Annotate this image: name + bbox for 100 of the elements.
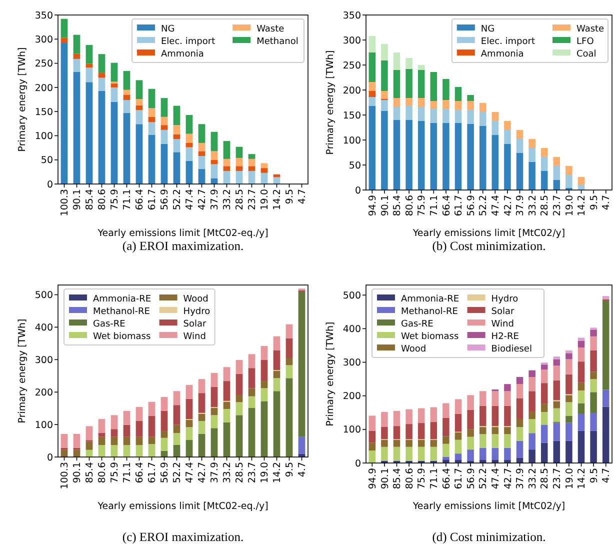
legend-label: Wind [491,320,514,330]
x-tick-label: 9.5 [588,195,600,210]
x-tick-label: 52.2 [478,195,490,216]
y-axis-title: Primary energy [TWh] [325,322,336,426]
x-tick-label: 9.5 [588,468,600,484]
y-tick-label: 300 [34,354,53,366]
x-tick-label: 9.5 [284,189,296,204]
x-tick-label: 52.2 [478,468,490,490]
legend-label: Waste [576,24,605,34]
x-tick-label: 66.4 [134,462,146,484]
x-tick-label: 28.5 [234,189,246,210]
legend-label: Wet biomass [401,332,459,342]
x-tick-label: 4.7 [297,189,308,204]
legend-label: Hydro [183,307,211,317]
x-tick-label: 42.7 [197,189,208,210]
x-tick-label: 4.7 [601,468,612,484]
x-tick-label: 47.4 [184,189,196,210]
x-tick-label: 52.2 [172,462,184,484]
legend-label: H2-RE [491,332,520,342]
legend-label: Wood [183,294,208,304]
y-tick-label: 350 [342,10,361,22]
x-tick-label: 28.5 [540,195,551,216]
x-axis-title: Yearly emissions limit [MtC02/y] [412,501,566,512]
x-tick-label: 80.6 [404,195,416,216]
x-tick-label: 9.5 [284,462,296,478]
x-tick-label: 42.7 [502,195,514,216]
legend-label: LFO [576,37,594,47]
x-tick-label: 80.6 [97,189,108,210]
x-tick-label: 4.7 [297,462,308,478]
x-tick-label: 37.9 [210,189,221,210]
text: (a) EROI maximization. [122,239,244,253]
x-axis-title: Yearly emissions limit [MtC02-eq./y] [96,501,268,512]
legend-label: Wood [401,344,426,354]
legend-label: Methanol [256,37,298,47]
y-tick-label: 150 [34,106,53,118]
y-tick-label: 0 [46,452,53,464]
x-tick-label: 80.6 [404,468,416,490]
x-tick-label: 33.2 [222,462,234,484]
x-tick-label: 37.9 [210,462,221,484]
x-tick-label: 71.1 [122,462,134,484]
x-tick-label: 61.7 [454,468,465,490]
x-tick-label: 47.4 [490,468,502,490]
y-tick-label: 0 [46,179,53,190]
y-tick-label: 100 [34,420,53,431]
x-tick-label: 56.9 [466,468,477,490]
legend-label: Wet biomass [93,332,151,342]
legend-label: Elec. import [480,37,536,47]
x-tick-label: 90.1 [72,189,84,210]
y-tick-label: 350 [34,10,53,22]
x-tick-label: 23.7 [247,462,258,484]
legend-label: Ammonia [161,50,204,60]
y-axis-title: Primary energy [TWh] [17,318,28,424]
y-tick-label: 0 [354,458,361,470]
x-tick-label: 61.7 [147,189,158,210]
x-tick-label: 52.2 [172,189,184,210]
x-tick-label: 100.3 [60,189,71,216]
legend-label: NG [161,24,175,34]
x-tick-label: 66.4 [134,189,146,210]
x-tick-label: 42.7 [197,462,208,484]
x-tick-label: 100.3 [60,462,71,490]
legend-label: Ammonia-RE [401,294,460,304]
legend-label: Ammonia-RE [93,294,152,304]
y-tick-label: 500 [342,290,361,302]
x-tick-label: 66.4 [441,195,452,216]
x-tick-label: 19.0 [564,468,576,490]
x-tick-label: 85.4 [84,462,96,484]
y-tick-label: 250 [34,58,53,70]
y-tick-label: 250 [342,60,361,72]
legend-label: Methanol-RE [401,307,458,317]
y-tick-label: 300 [342,35,361,46]
legend-label: Gas-RE [401,320,434,330]
x-tick-label: 33.2 [527,468,538,490]
legend-label: Elec. import [161,37,216,47]
x-tick-label: 42.7 [502,468,514,490]
y-tick-label: 200 [34,387,53,398]
x-tick-label: 19.0 [260,462,271,484]
x-tick-label: 19.0 [564,195,576,216]
x-tick-label: 28.5 [540,468,551,490]
legend-label: Biodiesel [491,344,532,354]
x-tick-label: 75.9 [416,195,428,216]
x-tick-label: 56.9 [466,195,477,216]
y-tick-label: 50 [40,155,53,166]
x-tick-label: 75.9 [110,189,121,210]
x-tick-label: 37.9 [515,195,526,216]
y-tick-label: 100 [342,135,361,146]
x-tick-label: 33.2 [527,195,538,216]
legend-label: Methanol-RE [93,307,150,317]
legend-label: Coal [576,50,596,60]
x-tick-label: 4.7 [601,195,612,210]
x-tick-label: 90.1 [380,468,391,490]
x-axis-title: Yearly emissions limit [MtC02/y] [412,228,566,239]
y-tick-label: 50 [348,160,361,172]
legend-label: Ammonia [480,50,524,60]
x-tick-label: 80.6 [97,462,108,484]
x-tick-label: 56.9 [160,189,171,210]
x-tick-label: 37.9 [515,468,526,490]
y-axis-title: Primary energy [TWh] [325,50,336,155]
legend-label: Solar [183,320,207,330]
x-tick-label: 61.7 [454,195,465,216]
x-tick-label: 71.1 [428,468,440,490]
